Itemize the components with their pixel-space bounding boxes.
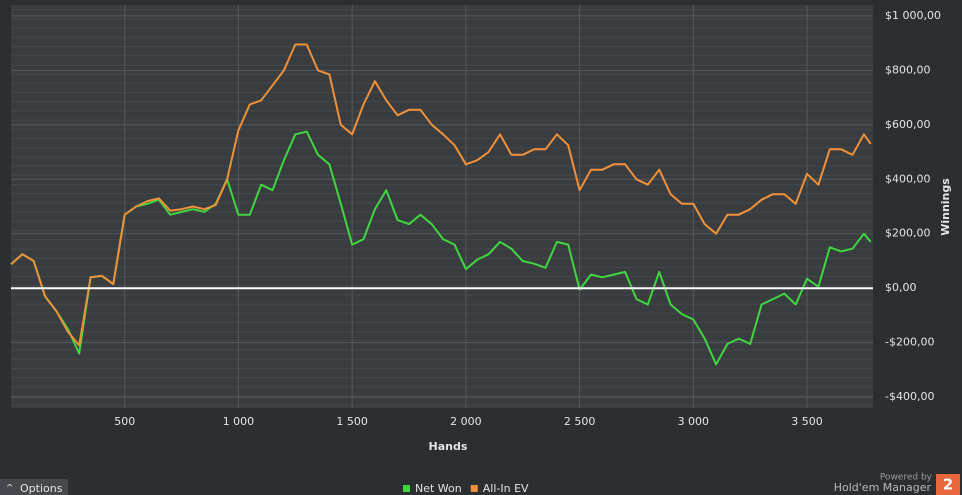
- y-axis-label: Winnings: [939, 178, 952, 236]
- y-tick-label: $1 000,00: [885, 9, 941, 22]
- legend-label: All-In EV: [483, 482, 529, 495]
- y-tick-label: $200,00: [885, 227, 931, 240]
- minor-grid: [11, 5, 873, 408]
- options-bg[interactable]: [0, 479, 68, 495]
- y-tick-label: $0,00: [885, 281, 917, 294]
- options-caret[interactable]: ^: [6, 484, 14, 494]
- x-axis-label: Hands: [429, 440, 468, 453]
- x-tick-label: 2 500: [564, 415, 596, 428]
- y-tick-label: -$200,00: [885, 336, 934, 349]
- grid: [11, 5, 873, 408]
- brand-badge-text: 2: [943, 476, 953, 494]
- x-tick-label: 3 500: [791, 415, 823, 428]
- x-tick-label: 1 500: [336, 415, 368, 428]
- x-tick-label: 500: [114, 415, 135, 428]
- legend: Net Won All-In EV: [403, 482, 529, 495]
- legend-swatch: [470, 485, 478, 492]
- options-label[interactable]: Options: [20, 482, 63, 495]
- labels: 500 1 000 1 500 2 000 2 500 3 000 3 500 -$400,0…: [114, 9, 941, 428]
- y-tick-label: $800,00: [885, 63, 931, 76]
- x-tick-label: 2 000: [450, 415, 482, 428]
- series-line: [10, 130, 872, 366]
- powered-by: Powered by: [880, 473, 933, 483]
- y-tick-label: -$400,00: [885, 390, 934, 403]
- y-tick-label: $400,00: [885, 172, 931, 185]
- legend-swatch: [403, 485, 410, 492]
- brand: Hold'em Manager: [834, 481, 932, 494]
- x-tick-label: 3 000: [678, 415, 710, 428]
- legend-label: Net Won: [415, 482, 462, 495]
- brand-badge: [936, 474, 960, 495]
- options-button[interactable]: ^ Options: [0, 479, 68, 495]
- series-line: [10, 43, 872, 347]
- x-tick-label: 1 000: [223, 415, 255, 428]
- y-tick-label: $600,00: [885, 118, 931, 131]
- lines: [10, 43, 873, 366]
